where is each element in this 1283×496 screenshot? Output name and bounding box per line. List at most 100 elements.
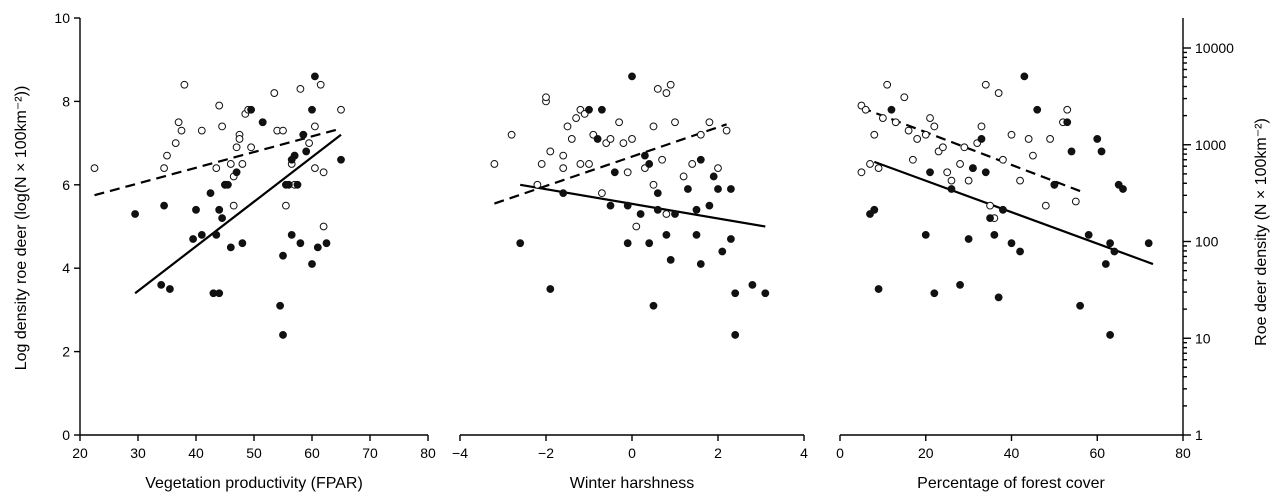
filled-point [1076,301,1084,310]
x-tick-label: 80 [1175,445,1191,461]
open-point [930,122,939,131]
x-tick-label: −4 [452,445,468,461]
filled-point [290,151,299,160]
y-tick-label: 2 [62,344,70,360]
filled-point [212,230,221,239]
open-point [218,122,227,131]
open-point [857,168,866,177]
filled-point [718,247,727,256]
filled-point [887,105,896,114]
x-axis-label: Percentage of forest cover [917,475,1105,492]
open-point [891,118,900,127]
filled-point [1020,72,1029,81]
filled-point [224,180,232,189]
open-point [921,130,930,139]
open-point [679,172,688,181]
open-point [671,118,679,127]
y-axis-label: Log density roe deer (log(N × 100km⁻²)) [13,86,30,371]
open-point [1063,105,1072,114]
right-y-tick-label: 10 [1195,330,1211,346]
filled-point [645,160,654,168]
filled-point [258,118,267,127]
open-point [964,176,973,185]
filled-point [947,185,956,193]
open-point [874,164,883,173]
filled-point [653,205,662,214]
open-point [632,222,641,231]
open-point [160,164,169,173]
filled-point [593,135,602,143]
x-tick-label: 60 [1089,445,1105,461]
filled-point [684,185,692,193]
filled-point [653,189,662,198]
open-point [960,143,969,152]
filled-point [226,243,235,252]
open-point [507,130,516,139]
x-tick-label: 2 [714,445,722,461]
filled-point [709,172,718,181]
filled-point [1110,247,1119,256]
filled-point [189,235,198,243]
trend-line-solid [873,160,1154,266]
filled-point [1093,135,1102,143]
filled-point [623,239,632,248]
open-point [956,160,964,168]
open-point [559,151,568,160]
filled-point [192,205,200,214]
filled-point [964,235,973,243]
filled-point [977,135,986,143]
filled-point [981,168,990,177]
open-point [1029,151,1037,160]
open-point [666,80,675,89]
filled-point [238,239,247,248]
open-point [171,139,180,148]
open-point [232,143,241,152]
open-point [559,164,568,173]
filled-point [1050,180,1059,189]
open-point [180,80,189,89]
filled-point [197,230,206,239]
filled-point [999,205,1007,214]
open-point [1016,176,1024,185]
open-point [537,160,546,168]
filled-point [516,239,525,248]
x-tick-label: 0 [836,445,844,461]
open-point [174,118,183,127]
filled-point [311,72,319,81]
x-axis-label: Vegetation productivity (FPAR) [145,475,363,492]
filled-point [1007,239,1016,248]
filled-point [606,201,615,210]
x-tick-label: 0 [628,445,636,461]
open-point [628,135,636,143]
x-axis-label: Winter harshness [570,475,695,492]
filled-point [160,201,169,210]
open-point [282,201,290,210]
open-point [542,93,550,102]
open-point [247,143,256,152]
open-point [567,135,576,143]
filled-point [956,280,964,289]
open-point [943,168,952,177]
filled-point [559,189,568,198]
filled-point [215,205,224,214]
filled-point [322,239,331,248]
filled-point [671,210,679,218]
filled-point [206,189,215,198]
filled-point [546,285,555,293]
y-tick-label: 8 [62,93,70,109]
y-tick-label: 0 [62,427,70,443]
open-point [215,101,224,110]
x-tick-label: 40 [1004,445,1020,461]
x-tick-label: 30 [130,445,146,461]
filled-point [926,168,934,177]
filled-point [696,260,705,268]
filled-point [748,280,757,289]
open-point [688,160,697,168]
open-point [904,126,913,135]
open-point [585,160,593,168]
open-point [598,189,606,198]
filled-point [731,289,740,298]
filled-point [279,251,287,260]
filled-point [994,293,1003,302]
right-y-axis-label: Roe deer density (N × 100km⁻²) [1253,118,1270,346]
